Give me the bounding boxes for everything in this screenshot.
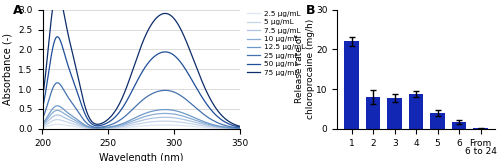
25 μg/mL (120, 117, 126, 119)
25 μg/mL (236, 127, 242, 129)
25 μg/mL (60, 87, 66, 89)
2.5 μg/mL (197, 126, 203, 128)
5 μg/mL (126, 124, 132, 126)
Line: 7.5 μg/mL: 7.5 μg/mL (42, 115, 239, 128)
2.5 μg/mL (120, 127, 126, 129)
10 μg/mL (120, 124, 126, 126)
12.5 μg/mL (197, 119, 203, 121)
10 μg/mL (126, 121, 132, 123)
25 μg/mL (194, 107, 200, 109)
12.5 μg/mL (60, 108, 66, 110)
5 μg/mL (236, 128, 242, 130)
Text: B: B (306, 4, 315, 17)
50 μg/mL (194, 87, 200, 89)
Line: 75 μg/mL: 75 μg/mL (42, 0, 239, 126)
2.5 μg/mL (126, 126, 132, 128)
50 μg/mL (120, 107, 126, 109)
Line: 2.5 μg/mL: 2.5 μg/mL (42, 124, 239, 129)
Y-axis label: Release rate of
chloroprocaine (mg/h): Release rate of chloroprocaine (mg/h) (296, 19, 314, 119)
75 μg/mL (236, 125, 242, 127)
50 μg/mL (175, 58, 181, 60)
5 μg/mL (54, 119, 60, 121)
50 μg/mL (60, 47, 66, 49)
75 μg/mL (40, 97, 46, 99)
10 μg/mL (60, 112, 66, 114)
12.5 μg/mL (54, 105, 60, 107)
2.5 μg/mL (175, 124, 181, 126)
2.5 μg/mL (40, 127, 46, 129)
12.5 μg/mL (126, 120, 132, 122)
12.5 μg/mL (194, 118, 200, 119)
10 μg/mL (40, 124, 46, 126)
Bar (473, 128, 488, 129)
12.5 μg/mL (236, 127, 242, 129)
5 μg/mL (197, 124, 203, 126)
10 μg/mL (197, 121, 203, 123)
2.5 μg/mL (236, 128, 242, 130)
Bar (452, 122, 466, 129)
10 μg/mL (175, 114, 181, 116)
7.5 μg/mL (120, 125, 126, 127)
7.5 μg/mL (54, 114, 60, 116)
2.5 μg/mL (194, 126, 200, 128)
7.5 μg/mL (60, 116, 66, 118)
Text: A: A (13, 4, 22, 17)
7.5 μg/mL (236, 128, 242, 129)
50 μg/mL (197, 93, 203, 95)
75 μg/mL (120, 96, 126, 98)
75 μg/mL (60, 7, 66, 9)
25 μg/mL (54, 82, 60, 84)
7.5 μg/mL (40, 125, 46, 127)
75 μg/mL (126, 78, 132, 80)
12.5 μg/mL (120, 123, 126, 125)
7.5 μg/mL (126, 123, 132, 125)
12.5 μg/mL (175, 110, 181, 112)
25 μg/mL (197, 110, 203, 112)
10 μg/mL (194, 120, 200, 122)
Bar (366, 97, 380, 129)
50 μg/mL (54, 36, 60, 38)
10 μg/mL (54, 109, 60, 111)
Line: 25 μg/mL: 25 μg/mL (42, 83, 239, 128)
50 μg/mL (40, 107, 46, 109)
5 μg/mL (120, 126, 126, 128)
7.5 μg/mL (194, 122, 200, 124)
5 μg/mL (175, 121, 181, 123)
X-axis label: Wavelength (nm): Wavelength (nm) (99, 153, 184, 161)
Y-axis label: Absorbance (-): Absorbance (-) (3, 33, 13, 105)
12.5 μg/mL (40, 123, 46, 125)
2.5 μg/mL (54, 123, 60, 125)
5 μg/mL (40, 126, 46, 128)
50 μg/mL (126, 95, 132, 97)
Bar (430, 113, 445, 129)
25 μg/mL (40, 118, 46, 120)
Legend: 2.5 μg/mL, 5 μg/mL, 7.5 μg/mL, 10 μg/mL, 12.5 μg/mL, 25 μg/mL, 50 μg/mL, 75 μg/m: 2.5 μg/mL, 5 μg/mL, 7.5 μg/mL, 10 μg/mL,… (247, 11, 305, 76)
10 μg/mL (236, 128, 242, 129)
Bar (409, 94, 424, 129)
7.5 μg/mL (175, 117, 181, 119)
50 μg/mL (236, 126, 242, 128)
2.5 μg/mL (60, 124, 66, 126)
Bar (344, 41, 359, 129)
75 μg/mL (175, 23, 181, 25)
5 μg/mL (60, 120, 66, 122)
Line: 12.5 μg/mL: 12.5 μg/mL (42, 106, 239, 128)
Line: 5 μg/mL: 5 μg/mL (42, 120, 239, 129)
25 μg/mL (126, 111, 132, 113)
7.5 μg/mL (197, 123, 203, 124)
75 μg/mL (194, 66, 200, 68)
5 μg/mL (194, 124, 200, 126)
Line: 50 μg/mL: 50 μg/mL (42, 37, 239, 127)
25 μg/mL (175, 93, 181, 95)
75 μg/mL (197, 76, 203, 77)
Bar (388, 98, 402, 129)
Line: 10 μg/mL: 10 μg/mL (42, 110, 239, 128)
